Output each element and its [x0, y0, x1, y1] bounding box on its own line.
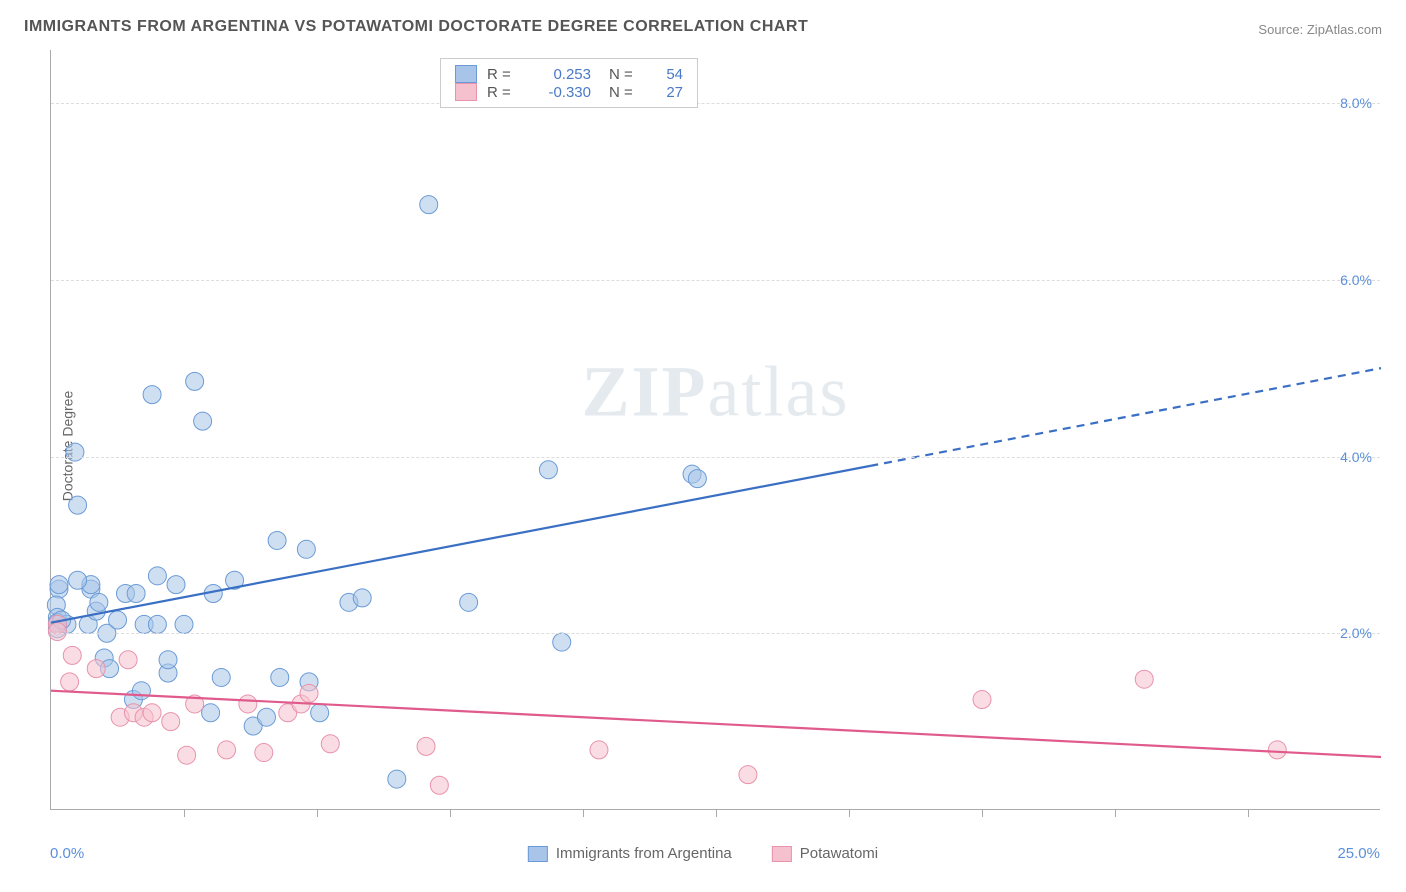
data-point [63, 646, 81, 664]
data-point [61, 673, 79, 691]
data-point [268, 531, 286, 549]
x-tick [583, 809, 584, 817]
x-tick [450, 809, 451, 817]
data-point [739, 766, 757, 784]
data-point [148, 615, 166, 633]
data-point [69, 571, 87, 589]
gridline [51, 633, 1380, 634]
data-point [239, 695, 257, 713]
r-label: R = [487, 66, 521, 83]
data-point [430, 776, 448, 794]
gridline [51, 103, 1380, 104]
data-point [186, 372, 204, 390]
data-point [257, 708, 275, 726]
legend-label: Potawatomi [800, 845, 878, 862]
gridline [51, 457, 1380, 458]
legend-row: R = 0.253 N = 54 [455, 65, 683, 83]
data-point [127, 584, 145, 602]
x-tick [317, 809, 318, 817]
legend-swatch [772, 846, 792, 862]
x-tick [1115, 809, 1116, 817]
legend-label: Immigrants from Argentina [556, 845, 732, 862]
data-point [553, 633, 571, 651]
data-point [271, 668, 289, 686]
data-point [417, 737, 435, 755]
data-point [178, 746, 196, 764]
data-point [143, 704, 161, 722]
legend-series: Immigrants from Argentina Potawatomi [528, 845, 878, 862]
data-point [119, 651, 137, 669]
legend-row: R = -0.330 N = 27 [455, 83, 683, 101]
data-point [973, 691, 991, 709]
r-value: -0.330 [531, 84, 591, 101]
data-point [255, 744, 273, 762]
r-label: R = [487, 84, 521, 101]
r-value: 0.253 [531, 66, 591, 83]
data-point [460, 593, 478, 611]
data-point [202, 704, 220, 722]
data-point [388, 770, 406, 788]
n-value: 27 [653, 84, 683, 101]
chart-svg [51, 50, 1380, 809]
x-tick [716, 809, 717, 817]
data-point [175, 615, 193, 633]
data-point [109, 611, 127, 629]
data-point [132, 682, 150, 700]
legend-correlation: R = 0.253 N = 54 R = -0.330 N = 27 [440, 58, 698, 108]
data-point [87, 660, 105, 678]
data-point [688, 470, 706, 488]
x-axis-max-label: 25.0% [1337, 845, 1380, 862]
data-point [194, 412, 212, 430]
data-point [48, 622, 66, 640]
data-point [590, 741, 608, 759]
data-point [159, 651, 177, 669]
y-tick-label: 4.0% [1340, 449, 1372, 465]
legend-item: Immigrants from Argentina [528, 845, 732, 862]
source-attribution: Source: ZipAtlas.com [1258, 22, 1382, 37]
x-tick [1248, 809, 1249, 817]
data-point [212, 668, 230, 686]
data-point [148, 567, 166, 585]
n-label: N = [609, 66, 643, 83]
x-tick [982, 809, 983, 817]
data-point [90, 593, 108, 611]
data-point [353, 589, 371, 607]
x-tick [849, 809, 850, 817]
data-point [69, 496, 87, 514]
x-tick [184, 809, 185, 817]
chart-title: IMMIGRANTS FROM ARGENTINA VS POTAWATOMI … [24, 18, 808, 36]
n-value: 54 [653, 66, 683, 83]
data-point [143, 386, 161, 404]
data-point [1135, 670, 1153, 688]
data-point [311, 704, 329, 722]
plot-area: ZIPatlas 2.0%4.0%6.0%8.0% [50, 50, 1380, 810]
data-point [1268, 741, 1286, 759]
data-point [50, 576, 68, 594]
legend-item: Potawatomi [772, 845, 878, 862]
data-point [420, 196, 438, 214]
trend-line-dashed [870, 368, 1381, 466]
data-point [300, 684, 318, 702]
source-name: ZipAtlas.com [1307, 22, 1382, 37]
y-tick-label: 6.0% [1340, 272, 1372, 288]
data-point [297, 540, 315, 558]
data-point [321, 735, 339, 753]
data-point [218, 741, 236, 759]
source-label: Source: [1258, 22, 1303, 37]
data-point [167, 576, 185, 594]
legend-swatch [455, 83, 477, 101]
legend-swatch [528, 846, 548, 862]
n-label: N = [609, 84, 643, 101]
legend-swatch [455, 65, 477, 83]
y-tick-label: 8.0% [1340, 95, 1372, 111]
data-point [539, 461, 557, 479]
gridline [51, 280, 1380, 281]
data-point [162, 713, 180, 731]
x-axis-min-label: 0.0% [50, 845, 84, 862]
data-point [66, 443, 84, 461]
y-tick-label: 2.0% [1340, 625, 1372, 641]
